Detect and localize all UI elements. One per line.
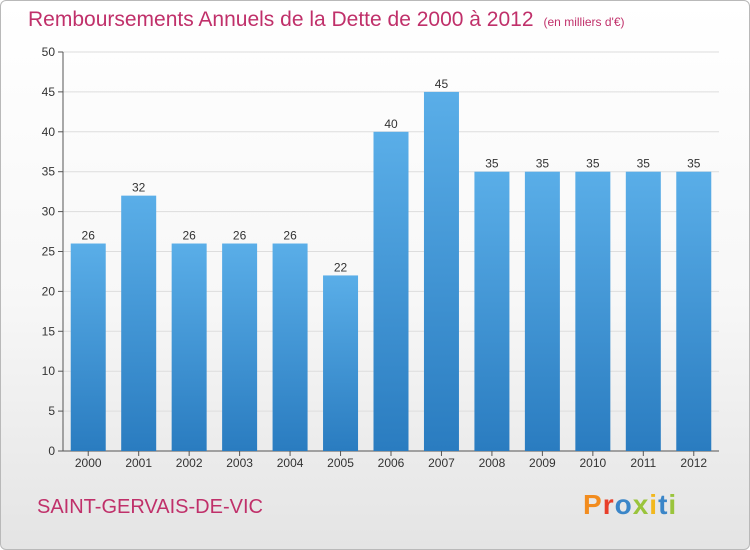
chart-title: Remboursements Annuels de la Dette de 20… [28, 8, 625, 32]
chart-title-text: Remboursements Annuels de la Dette de 20… [28, 8, 534, 31]
x-tick-label: 2003 [226, 456, 253, 470]
bar-2012 [676, 171, 712, 451]
x-tick-label: 2006 [378, 456, 405, 470]
city-name: SAINT-GERVAIS-DE-VIC [37, 496, 263, 518]
bar-2007 [423, 91, 459, 452]
bar-2000 [70, 243, 106, 451]
data-label-2002: 26 [182, 229, 196, 243]
data-label-2009: 35 [536, 157, 550, 171]
y-tick-label: 5 [48, 404, 55, 418]
bar-2008 [474, 171, 510, 451]
data-label-2004: 26 [283, 229, 297, 243]
x-tick-label: 2011 [630, 456, 656, 470]
x-tick-label: 2010 [579, 456, 606, 470]
bar-2003 [222, 243, 258, 451]
data-label-2012: 35 [687, 157, 701, 171]
bar-2004 [272, 243, 308, 451]
x-tick-label: 2012 [680, 456, 707, 470]
data-label-2000: 26 [82, 229, 96, 243]
y-tick-label: 20 [42, 284, 56, 298]
y-tick-label: 15 [42, 324, 56, 338]
x-tick-label: 2001 [125, 456, 152, 470]
data-label-2008: 35 [485, 157, 499, 171]
y-tick-label: 35 [42, 165, 56, 179]
x-tick-label: 2000 [75, 456, 102, 470]
bar-2005 [323, 275, 359, 451]
data-label-2010: 35 [586, 157, 600, 171]
bar-2002 [171, 243, 207, 451]
data-label-2006: 40 [384, 117, 398, 131]
y-tick-label: 50 [42, 45, 56, 59]
bar-2010 [575, 171, 611, 451]
y-tick-label: 10 [42, 364, 56, 378]
y-tick-label: 45 [42, 85, 56, 99]
y-tick-label: 40 [42, 125, 56, 139]
bar-2001 [121, 195, 157, 451]
data-label-2003: 26 [233, 229, 247, 243]
bar-2006 [373, 131, 409, 452]
x-tick-label: 2004 [277, 456, 304, 470]
x-tick-label: 2002 [176, 456, 203, 470]
bar-2011 [625, 171, 661, 451]
chart-unit: (en milliers d'€) [543, 15, 625, 29]
y-tick-label: 30 [42, 205, 56, 219]
y-tick-label: 0 [48, 444, 55, 458]
x-tick-label: 2007 [428, 456, 455, 470]
data-label-2011: 35 [637, 157, 651, 171]
x-tick-label: 2009 [529, 456, 556, 470]
x-tick-label: 2008 [479, 456, 506, 470]
x-tick-label: 2005 [327, 456, 354, 470]
data-label-2001: 32 [132, 181, 146, 195]
data-label-2005: 22 [334, 260, 348, 274]
bars [70, 91, 712, 452]
y-tick-label: 25 [42, 245, 56, 259]
proxiti-logo: Proxiti [583, 489, 678, 520]
bar-2009 [524, 171, 560, 451]
labels: 0 5 10 15 20 25 30 35 40 45 50 2000 26 2001 32 2002 26 20… [42, 45, 708, 470]
data-label-2007: 45 [435, 77, 449, 91]
